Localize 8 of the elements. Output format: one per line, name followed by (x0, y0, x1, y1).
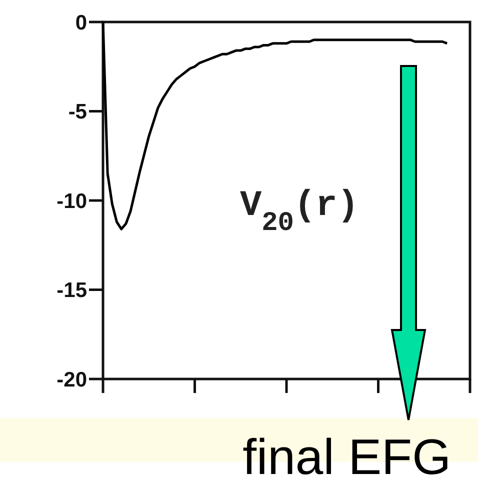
y-tick-label: -10 (56, 190, 87, 213)
y-tick-label: -5 (68, 100, 88, 124)
text: final EFG (242, 429, 451, 481)
line-series (102, 20, 448, 230)
annotation: V$_{20}$(r) (240, 185, 359, 239)
y-tick-label: 0 (75, 11, 87, 34)
y-tick-label: -15 (56, 279, 88, 302)
y-tick-label: -20 (56, 368, 87, 392)
